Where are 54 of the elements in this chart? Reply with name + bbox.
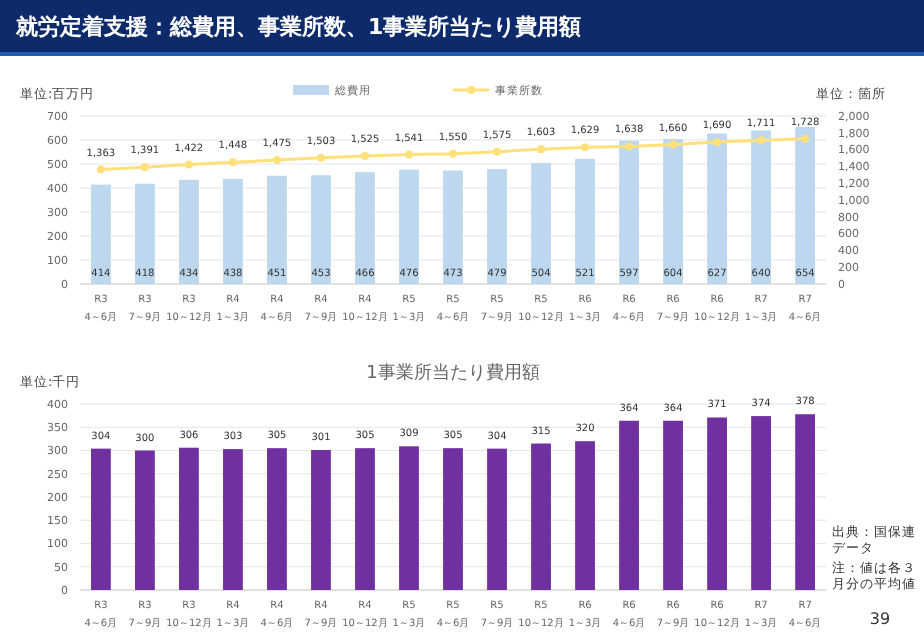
- bar: [267, 448, 287, 590]
- chart-title: 就労定着支援：総費用、事業所数、1事業所当たり費用額: [14, 14, 582, 40]
- point: [184, 160, 193, 169]
- bar: [795, 414, 815, 590]
- point: [801, 134, 810, 143]
- point: [316, 153, 325, 162]
- bar: [179, 179, 199, 284]
- point: [140, 163, 149, 172]
- bar: [707, 133, 727, 284]
- bar: [619, 140, 639, 284]
- point: [228, 158, 237, 167]
- bar: [311, 450, 331, 590]
- bar: [311, 175, 331, 284]
- bar: [707, 417, 727, 590]
- bar: [531, 443, 551, 590]
- bar: [223, 449, 243, 590]
- bar: [575, 158, 595, 284]
- bar: [91, 184, 111, 284]
- chart-title: 1事業所当たり費用額: [366, 362, 540, 384]
- bar: [443, 448, 463, 590]
- bar: [443, 170, 463, 284]
- bar: [355, 172, 375, 284]
- point: [625, 142, 634, 151]
- point: [713, 138, 722, 147]
- bar: [223, 178, 243, 284]
- point: [669, 140, 678, 149]
- point: [493, 147, 502, 156]
- bar: [487, 169, 507, 284]
- bar: [619, 420, 639, 590]
- bar: [91, 448, 111, 590]
- bar: [179, 447, 199, 590]
- bar: [795, 127, 815, 284]
- bar: [399, 446, 419, 590]
- bar: [531, 163, 551, 284]
- bar: [575, 441, 595, 590]
- point: [96, 165, 105, 174]
- bar: [355, 448, 375, 590]
- bar: [399, 169, 419, 284]
- bar: [487, 448, 507, 590]
- bar: [663, 139, 683, 284]
- point: [404, 150, 413, 159]
- bar: [663, 420, 683, 590]
- bar: [751, 130, 771, 284]
- bar: [135, 183, 155, 284]
- text: 39: [869, 610, 891, 628]
- point: [360, 151, 369, 160]
- point: [537, 145, 546, 154]
- point: [272, 156, 281, 165]
- bar: [135, 450, 155, 590]
- point: [449, 149, 457, 158]
- point: [581, 143, 590, 152]
- point: [757, 136, 766, 145]
- bar: [267, 175, 287, 284]
- bar: [751, 416, 771, 590]
